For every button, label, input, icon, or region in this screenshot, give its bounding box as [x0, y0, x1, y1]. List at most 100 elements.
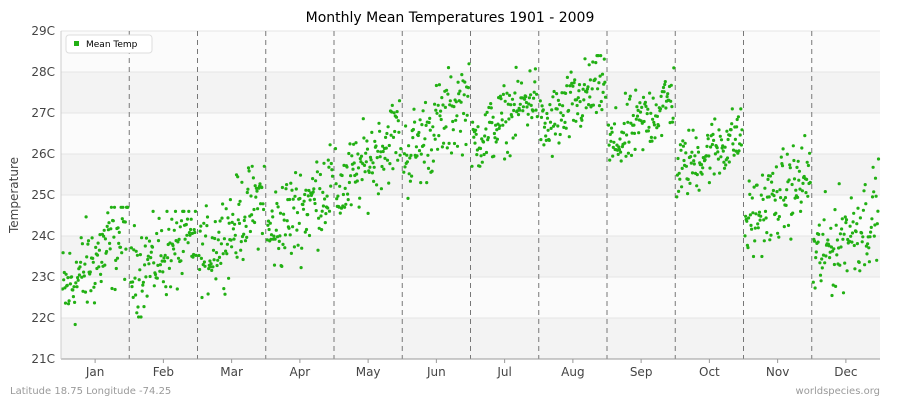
data-point — [600, 72, 605, 76]
data-point — [707, 154, 711, 158]
data-point — [454, 100, 458, 104]
data-point — [764, 216, 768, 220]
data-point — [303, 192, 307, 197]
data-point — [455, 114, 459, 118]
data-point — [447, 141, 451, 145]
data-point — [198, 267, 202, 272]
data-point — [427, 120, 431, 125]
data-point — [121, 205, 125, 209]
data-point — [449, 75, 453, 79]
data-point — [771, 188, 776, 193]
data-point — [858, 216, 863, 220]
data-point — [230, 220, 234, 224]
data-point — [826, 238, 830, 242]
data-point — [787, 178, 791, 182]
data-point — [292, 245, 296, 249]
data-point — [172, 247, 176, 251]
data-point — [307, 233, 312, 238]
data-point — [246, 166, 251, 170]
data-point — [532, 90, 536, 94]
data-point — [256, 247, 260, 251]
data-point — [549, 126, 553, 130]
data-point — [752, 185, 756, 189]
data-point — [646, 107, 650, 111]
data-point — [446, 66, 451, 70]
data-point — [62, 278, 66, 282]
data-point — [659, 94, 663, 98]
data-point — [306, 213, 310, 217]
data-point — [312, 197, 316, 201]
data-point — [109, 227, 113, 231]
data-point — [387, 181, 391, 185]
data-point — [560, 91, 564, 95]
data-point — [692, 162, 696, 166]
data-point — [571, 84, 575, 88]
data-point — [391, 167, 395, 171]
data-point — [215, 263, 219, 268]
data-point — [422, 143, 426, 147]
data-point — [412, 107, 416, 111]
data-point — [149, 256, 153, 260]
data-point — [635, 114, 640, 118]
data-point — [508, 154, 512, 158]
data-point — [559, 111, 563, 115]
data-point — [490, 121, 494, 125]
data-point — [387, 143, 391, 148]
data-point — [750, 227, 754, 231]
data-point — [652, 120, 656, 124]
data-point — [816, 240, 820, 244]
data-point — [451, 128, 455, 132]
data-point — [798, 187, 802, 191]
data-point — [648, 91, 652, 95]
data-point — [230, 245, 234, 249]
data-point — [796, 159, 800, 163]
data-point — [313, 201, 317, 206]
data-point — [274, 228, 278, 232]
data-point — [352, 161, 356, 165]
data-point — [170, 217, 174, 221]
data-point — [99, 272, 103, 276]
data-point — [132, 224, 136, 228]
data-point — [211, 265, 215, 269]
data-point — [342, 163, 346, 167]
data-point — [862, 189, 866, 193]
data-point — [572, 81, 576, 85]
data-point — [500, 118, 504, 122]
data-point — [421, 109, 425, 113]
data-point — [691, 128, 695, 132]
data-point — [206, 292, 210, 296]
data-point — [744, 214, 748, 218]
data-point — [594, 110, 599, 115]
data-point — [687, 128, 691, 132]
data-point — [111, 219, 115, 223]
data-point — [112, 205, 117, 209]
data-point — [417, 130, 421, 135]
data-point — [376, 149, 380, 153]
data-point — [346, 198, 350, 202]
data-point — [201, 242, 205, 246]
data-point — [704, 154, 709, 158]
data-point — [867, 260, 872, 264]
data-point — [758, 218, 762, 222]
data-point — [480, 160, 484, 164]
data-point — [576, 112, 580, 116]
data-point — [457, 92, 461, 96]
x-tick-label: Apr — [289, 365, 310, 379]
data-point — [226, 216, 230, 220]
data-point — [248, 229, 252, 234]
data-point — [398, 153, 402, 157]
data-point — [271, 215, 275, 219]
data-point — [747, 216, 751, 220]
data-point — [70, 275, 74, 279]
data-point — [483, 134, 487, 138]
data-point — [231, 212, 235, 216]
data-point — [721, 149, 725, 153]
data-point — [75, 285, 79, 289]
data-point — [651, 96, 655, 100]
data-point — [814, 250, 818, 254]
data-point — [728, 133, 732, 137]
data-point — [795, 165, 799, 169]
data-point — [156, 239, 161, 243]
data-point — [574, 119, 578, 123]
data-point — [668, 121, 672, 125]
